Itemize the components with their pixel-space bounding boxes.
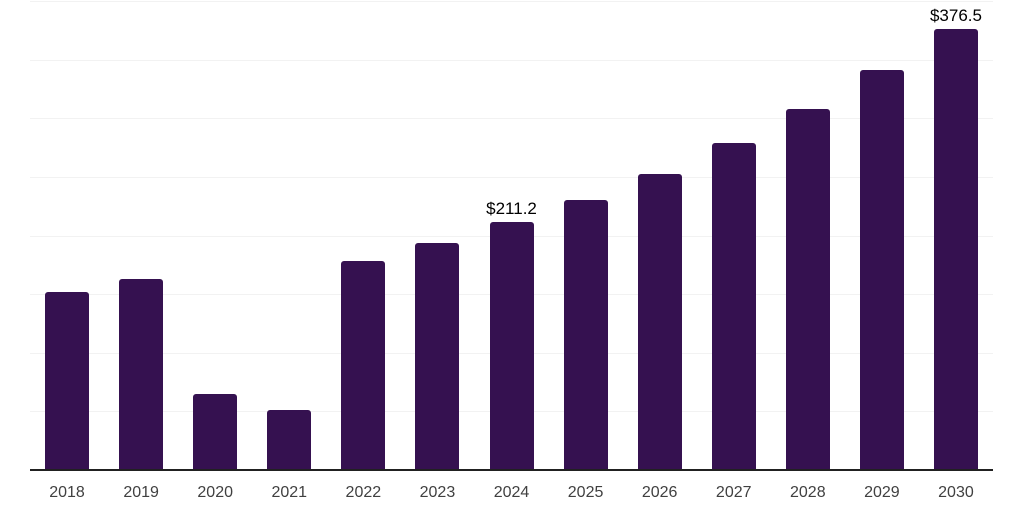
bar-2021 (267, 410, 312, 470)
bar-2022 (341, 260, 386, 470)
bar-2029 (859, 70, 904, 470)
x-tick-label-2020: 2020 (197, 484, 233, 501)
x-tick-label-2026: 2026 (641, 484, 678, 501)
data-label-2024: $211.2 (486, 199, 537, 219)
bar-2023 (415, 242, 460, 470)
x-tick-label-2019: 2019 (123, 484, 159, 501)
x-tick-label-2025: 2025 (567, 484, 604, 501)
bar-2025 (563, 199, 608, 470)
bar-2026 (637, 173, 682, 470)
x-tick-label-2027: 2027 (715, 484, 752, 501)
x-tick-label-2030: 2030 (938, 484, 974, 501)
gridline (30, 118, 993, 119)
data-label-2030: $376.5 (929, 5, 982, 25)
bar-2027 (711, 143, 756, 470)
x-tick-label-2023: 2023 (419, 484, 456, 501)
bar-2028 (785, 109, 830, 470)
gridline (30, 60, 993, 61)
bar-2018 (45, 291, 90, 470)
bar-2019 (119, 278, 164, 470)
x-tick-label-2018: 2018 (49, 484, 85, 501)
x-tick-label-2028: 2028 (790, 484, 826, 501)
x-tick-label-2024: 2024 (493, 484, 530, 501)
bar-2024 (489, 222, 534, 470)
x-tick-label-2022: 2022 (345, 484, 382, 501)
gridline (30, 177, 993, 178)
x-tick-label-2029: 2029 (864, 484, 900, 501)
x-tick-label-2021: 2021 (271, 484, 308, 501)
bar-2020 (193, 393, 238, 470)
bar-2030 (933, 28, 978, 470)
gridline (30, 1, 993, 2)
x-axis-line (30, 469, 993, 471)
